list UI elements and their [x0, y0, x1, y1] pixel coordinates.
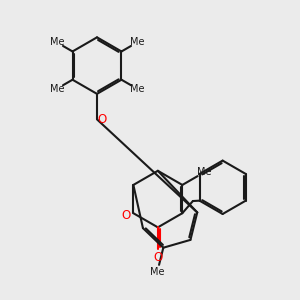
Text: O: O	[153, 251, 163, 264]
Text: O: O	[98, 113, 107, 126]
Text: Me: Me	[50, 84, 64, 94]
Text: Me: Me	[130, 38, 144, 47]
Text: Me: Me	[197, 167, 211, 177]
Text: Me: Me	[50, 38, 64, 47]
Text: O: O	[121, 209, 130, 222]
Text: Me: Me	[130, 84, 144, 94]
Text: Me: Me	[150, 267, 164, 277]
